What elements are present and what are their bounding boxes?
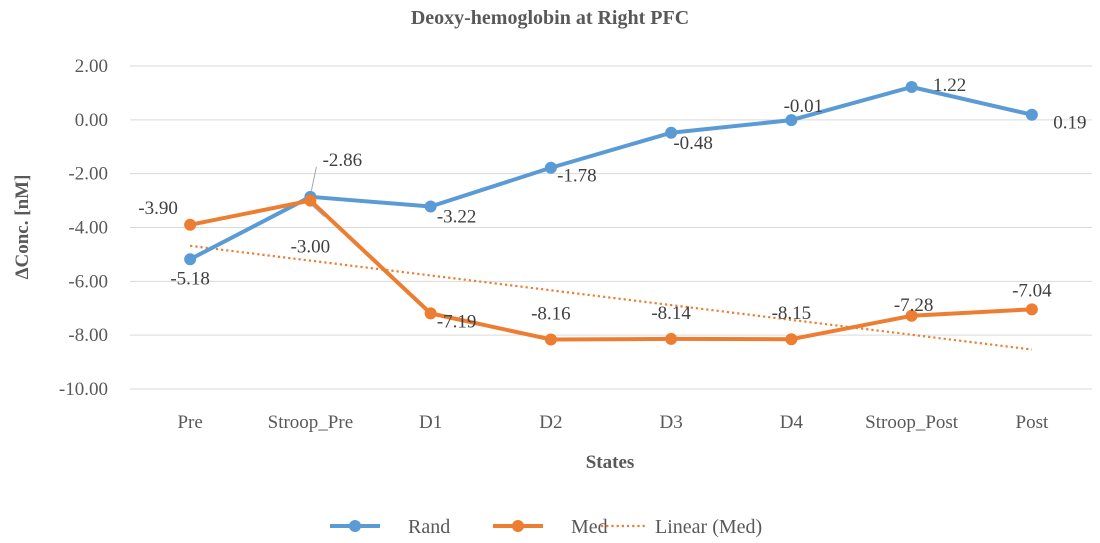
data-point-med: [1025, 303, 1038, 316]
data-point-med: [184, 218, 197, 231]
series-line-rand: [188, 84, 1034, 262]
grid-layer: [130, 65, 1092, 390]
data-point-med: [665, 332, 678, 345]
data-label-rand: -2.86: [323, 150, 363, 171]
data-label-med: -3.00: [291, 237, 331, 258]
y-tick-label: 2.00: [75, 56, 108, 77]
data-point-rand: [785, 114, 798, 127]
x-axis-title: States: [586, 452, 635, 473]
chart-title: Deoxy-hemoglobin at Right PFC: [411, 7, 689, 29]
x-axis-ticks: Pre Stroop_Pre D1 D2 D3 D4 Stroop_Post Post: [177, 412, 1049, 433]
data-label-rand: -0.01: [784, 96, 824, 117]
data-label-rand: -5.18: [170, 268, 210, 289]
y-axis-ticks: 2.00 0.00 -2.00 -4.00 -6.00 -8.00 -10.00: [59, 56, 108, 400]
data-label-rand: -1.78: [557, 166, 597, 187]
x-tick-label: Stroop_Pre: [268, 412, 354, 433]
legend-marker: [349, 520, 361, 532]
data-point-rand: [905, 80, 918, 93]
data-label-rand: 1.22: [933, 75, 966, 96]
data-point-med: [785, 333, 798, 346]
data-label-med: -8.15: [772, 303, 812, 324]
series-layer: [184, 80, 1038, 346]
legend-item-med: Med: [493, 516, 608, 538]
y-tick-label: 0.00: [75, 110, 108, 131]
data-point-med: [905, 309, 918, 322]
data-label-med: -3.90: [138, 198, 178, 219]
legend-item-rand: Rand: [330, 516, 450, 538]
data-point-med: [424, 307, 437, 320]
data-label-med: -8.16: [531, 303, 571, 324]
data-label-rand: 0.19: [1053, 113, 1086, 134]
data-label-rand: -0.48: [673, 133, 713, 154]
legend-label: Med: [571, 516, 608, 538]
data-point-rand: [184, 253, 197, 266]
data-point-med: [304, 194, 317, 207]
series-line-med: [188, 198, 1034, 342]
data-label-rand: -3.22: [437, 207, 477, 228]
legend-label: Rand: [408, 516, 450, 538]
data-label-med: -7.04: [1012, 280, 1052, 301]
data-point-rand: [424, 200, 437, 213]
x-tick-label: Stroop_Post: [865, 412, 959, 433]
x-tick-label: D2: [539, 412, 562, 433]
y-axis-title: ΔConc. [nM]: [12, 175, 33, 280]
x-tick-label: D4: [780, 412, 804, 433]
trendline-layer: [189, 244, 1033, 351]
trendline-linear-med: [189, 244, 1033, 351]
data-point-rand: [665, 126, 678, 139]
y-tick-label: -10.00: [59, 379, 108, 400]
data-label-med: -7.28: [894, 295, 934, 316]
legend: Rand Med Linear (Med): [330, 516, 762, 538]
y-tick-label: -2.00: [68, 164, 108, 185]
x-tick-label: D1: [419, 412, 442, 433]
data-label-med: -8.14: [651, 303, 691, 324]
leader-line: [310, 166, 317, 191]
legend-label: Linear (Med): [655, 516, 762, 538]
y-tick-label: -4.00: [68, 218, 108, 239]
x-tick-label: D3: [660, 412, 683, 433]
leader-line: [312, 205, 325, 217]
y-tick-label: -8.00: [68, 325, 108, 346]
legend-item-linear-med: Linear (Med): [601, 516, 762, 538]
y-tick-label: -6.00: [68, 271, 108, 292]
data-point-rand: [1025, 108, 1038, 121]
x-tick-label: Post: [1016, 412, 1049, 433]
legend-marker: [512, 520, 524, 532]
data-point-med: [544, 333, 557, 346]
x-tick-label: Pre: [177, 412, 202, 433]
data-label-med: -7.19: [437, 311, 477, 332]
data-point-rand: [544, 161, 557, 174]
data-labels-layer: -5.18 -2.86 -3.22 -1.78 -0.48 -0.01 1.22 0.19 -3…: [138, 75, 1086, 332]
